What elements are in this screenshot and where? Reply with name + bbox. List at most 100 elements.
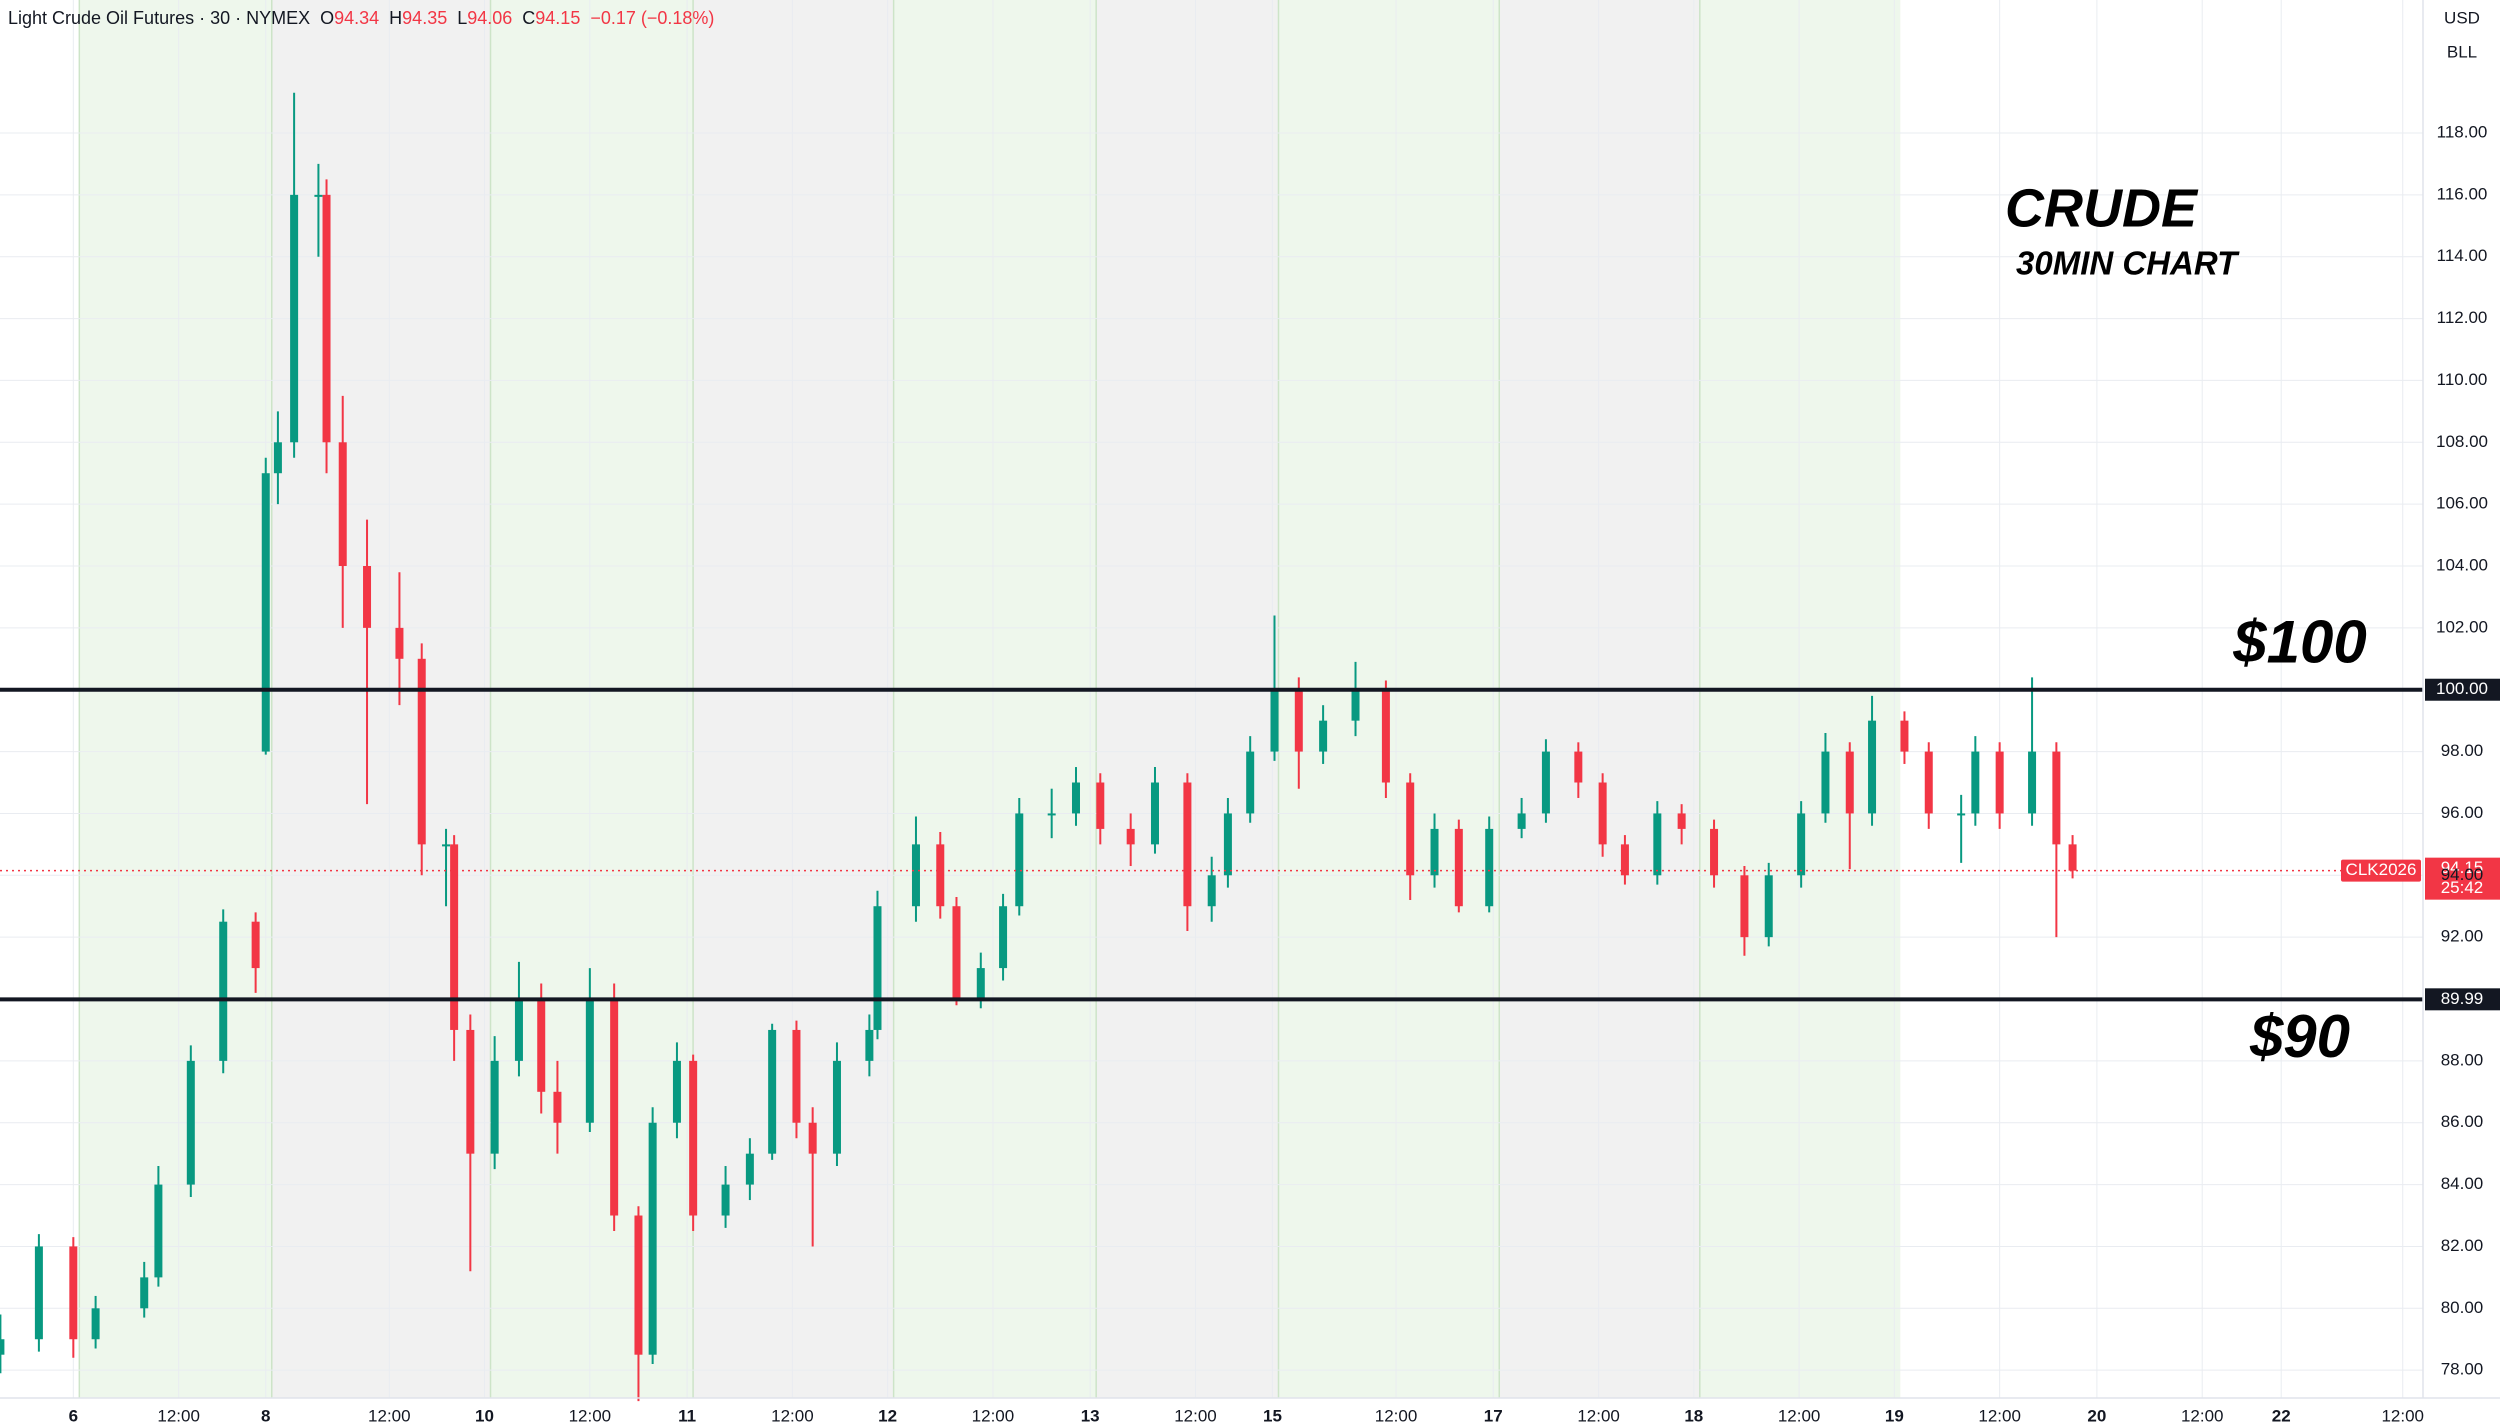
y-tick-label: 84.00 — [2441, 1174, 2484, 1193]
x-tick-label: 19 — [1885, 1406, 1904, 1425]
candle-body — [442, 844, 451, 847]
candle-body — [1246, 751, 1255, 814]
x-tick-label: 12:00 — [1174, 1406, 1217, 1425]
candle-body — [911, 844, 920, 907]
candle-body — [1797, 813, 1806, 876]
candle-body — [417, 658, 426, 845]
candle-body — [1821, 751, 1830, 814]
candle-body — [1096, 782, 1105, 829]
legend-title: Light Crude Oil Futures · 30 · NYMEX — [8, 8, 310, 28]
x-tick-label: 12:00 — [972, 1406, 1015, 1425]
y-tick-label: 108.00 — [2436, 432, 2488, 451]
y-tick-label: 88.00 — [2441, 1050, 2484, 1069]
candle-body — [1995, 751, 2004, 814]
x-tick-label: 17 — [1484, 1406, 1503, 1425]
level-label-box — [2425, 678, 2500, 701]
session-band — [490, 0, 694, 1398]
grid — [0, 0, 2423, 1398]
y-tick-label: 92.00 — [2441, 927, 2484, 946]
candle-body — [154, 1184, 163, 1278]
candle-body — [1485, 828, 1494, 907]
candle-body — [466, 1029, 475, 1154]
x-tick-label: 12:00 — [771, 1406, 814, 1425]
candle-body — [1270, 689, 1279, 752]
last-price-label: 94.15 — [2441, 858, 2484, 877]
candle-body — [1971, 751, 1980, 814]
x-tick-label: 20 — [2087, 1406, 2106, 1425]
candle-body — [322, 194, 331, 443]
candle-body — [648, 1122, 657, 1355]
candle-body — [1653, 813, 1662, 876]
symbol-label: CLK2026 — [2346, 860, 2417, 879]
candle-body — [251, 921, 260, 969]
x-tick-label: 11 — [678, 1406, 696, 1425]
symbol-box — [2341, 859, 2421, 882]
ohlc-value: 94.06 — [467, 8, 512, 28]
candle-body — [1677, 813, 1686, 829]
candle-body — [832, 1060, 841, 1154]
candle-body — [553, 1091, 562, 1123]
candle-body — [1740, 875, 1749, 938]
session-band — [1699, 0, 1901, 1398]
level-label: 100.00 — [2436, 679, 2488, 698]
x-tick-label: 12:00 — [2381, 1406, 2424, 1425]
candle-body — [976, 968, 985, 1000]
candle-body — [261, 473, 270, 752]
candle-body — [1541, 751, 1550, 814]
candle-body — [1430, 828, 1439, 876]
ohlc-value: 94.15 — [535, 8, 580, 28]
candle-body — [873, 906, 882, 1030]
currency[interactable]: USD — [2444, 8, 2480, 27]
candle-body — [745, 1153, 754, 1185]
candle-body — [1071, 782, 1080, 814]
candle-body — [1454, 828, 1463, 907]
x-tick-label: 12:00 — [1778, 1406, 1821, 1425]
candle-body — [1868, 720, 1877, 814]
candle-body — [91, 1308, 100, 1340]
y-tick-label: 78.00 — [2441, 1360, 2484, 1379]
x-tick-label: 10 — [475, 1406, 494, 1425]
candle-body — [865, 1029, 874, 1061]
y-tick-label: 102.00 — [2436, 617, 2488, 636]
candle-body — [936, 844, 945, 907]
candles — [0, 92, 2077, 1402]
candle-body — [1207, 875, 1216, 907]
candle-body — [1710, 828, 1719, 876]
candle-body — [1126, 828, 1135, 845]
candle-body — [1319, 720, 1328, 752]
level-label-box — [2425, 988, 2500, 1011]
unit[interactable]: BLL — [2447, 42, 2477, 61]
ohlc-value: 94.34 — [334, 8, 379, 28]
session-band — [693, 0, 894, 1398]
candle-body — [1294, 689, 1303, 752]
candle-body — [721, 1184, 730, 1216]
candle-body — [34, 1246, 43, 1340]
candle-body — [290, 194, 299, 443]
candle-body — [1764, 875, 1773, 938]
candle-body — [999, 906, 1008, 969]
candle-body — [672, 1060, 681, 1123]
x-tick-label: 8 — [261, 1406, 270, 1425]
x-tick-label: 12:00 — [569, 1406, 612, 1425]
candle-body — [363, 566, 372, 628]
ohlc-value: 94.35 — [402, 8, 447, 28]
y-tick-label: 112.00 — [2437, 308, 2488, 327]
candle-body — [808, 1122, 817, 1154]
candle-body — [1620, 844, 1629, 876]
candle-body — [792, 1029, 801, 1123]
candle-body — [585, 999, 594, 1123]
annotation-subtitle: 30MIN CHART — [2016, 245, 2240, 282]
y-tick-label: 106.00 — [2436, 494, 2488, 513]
session-band — [271, 0, 491, 1398]
candle-body — [1047, 813, 1056, 816]
candle-body — [634, 1215, 643, 1355]
candle-body — [1406, 782, 1415, 876]
ohlc-key: H — [389, 8, 402, 28]
header: Light Crude Oil Futures · 30 · NYMEX O 94… — [8, 8, 714, 28]
candle-body — [1598, 782, 1607, 845]
candle-body — [0, 1339, 5, 1355]
y-tick-label: 114.00 — [2437, 246, 2488, 265]
candle-body — [1517, 813, 1526, 829]
y-tick-label: 98.00 — [2441, 741, 2484, 760]
